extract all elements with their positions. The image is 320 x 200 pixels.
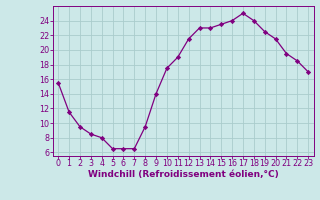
X-axis label: Windchill (Refroidissement éolien,°C): Windchill (Refroidissement éolien,°C): [88, 170, 279, 179]
